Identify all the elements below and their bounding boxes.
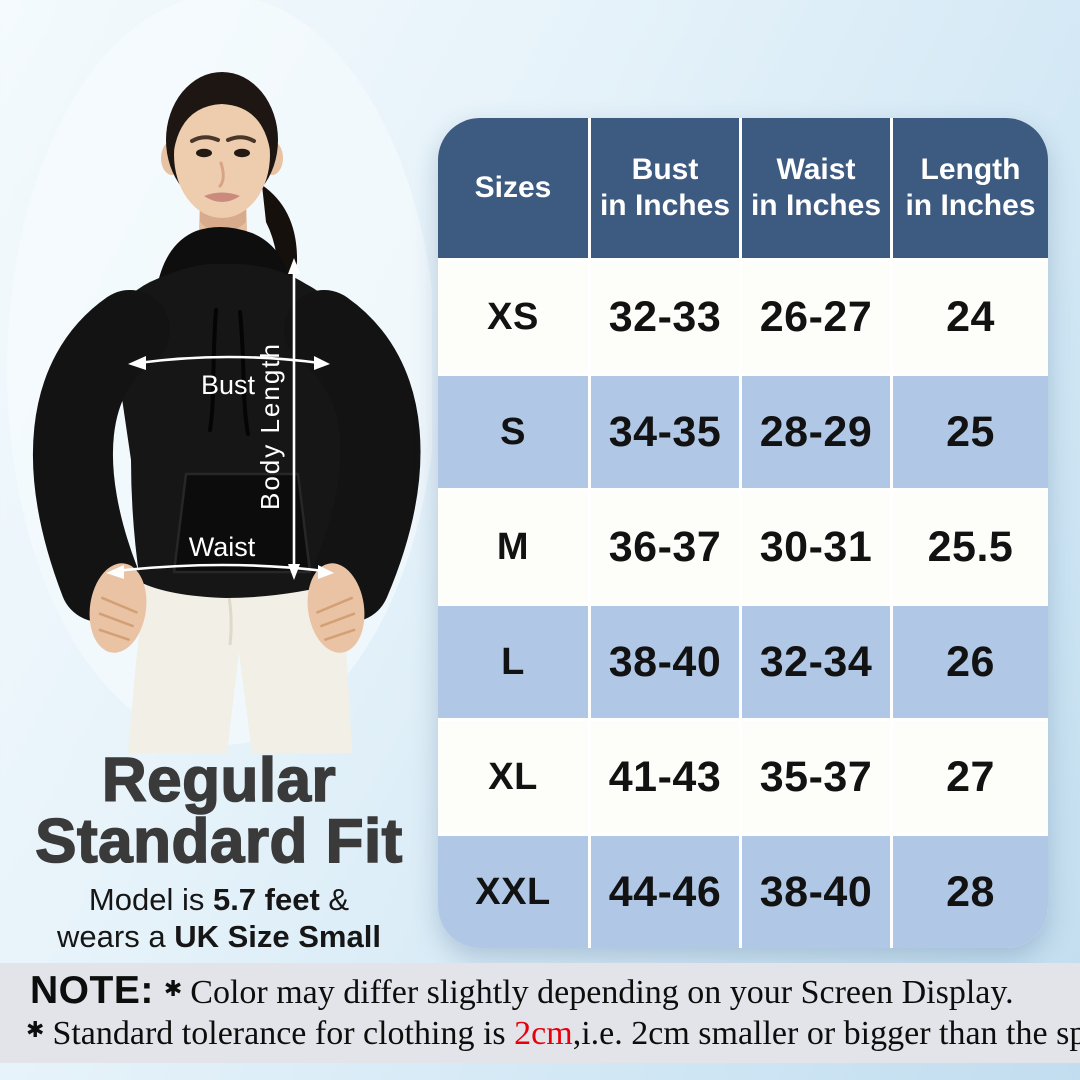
model-eye bbox=[196, 148, 212, 158]
table-cell: XS bbox=[438, 261, 588, 373]
model-eye bbox=[234, 148, 250, 158]
table-cell: 32-33 bbox=[591, 261, 739, 373]
model-size: UK Size Small bbox=[174, 919, 381, 954]
table-cell: 35-37 bbox=[742, 721, 890, 833]
waist-arrow-line bbox=[115, 563, 325, 573]
table-cell: XXL bbox=[438, 836, 588, 948]
table-cell: 44-46 bbox=[591, 836, 739, 948]
model-pants bbox=[128, 572, 352, 753]
table-cell: L bbox=[438, 606, 588, 718]
model-face bbox=[174, 92, 270, 218]
hoodie-pocket bbox=[172, 472, 312, 574]
model-neck-shadow bbox=[200, 206, 246, 233]
header-cell-bust: Bust in Inches bbox=[591, 118, 739, 258]
hoodie-drawstring bbox=[238, 310, 250, 436]
hoodie-sleeve-right bbox=[284, 290, 421, 622]
hoodie-drawstring bbox=[208, 308, 218, 432]
header-text: Waist bbox=[776, 153, 856, 186]
table-cell: 26 bbox=[893, 606, 1048, 718]
header-text: Sizes bbox=[474, 171, 552, 204]
table-cell: 41-43 bbox=[591, 721, 739, 833]
measurement-arrowheads bbox=[106, 258, 334, 580]
table-cell: 27 bbox=[893, 721, 1048, 833]
model-hairline bbox=[174, 88, 270, 150]
model-info-line2-prefix: wears a bbox=[57, 919, 175, 954]
header-subtext: in Inches bbox=[599, 189, 731, 222]
table-cell: 38-40 bbox=[742, 836, 890, 948]
bust-label: Bust bbox=[201, 370, 256, 400]
asterisk-icon: ✱ bbox=[163, 977, 183, 1002]
model-photo: Bust Waist Body Length bbox=[0, 0, 437, 760]
header-subtext: in Inches bbox=[905, 189, 1036, 222]
model-ponytail bbox=[262, 185, 298, 302]
table-cell: 28 bbox=[893, 836, 1048, 948]
table-cell: 25.5 bbox=[893, 491, 1048, 603]
table-cell: 28-29 bbox=[742, 376, 890, 488]
model-info-amp: & bbox=[319, 882, 350, 917]
header-cell-waist: Waist in Inches bbox=[742, 118, 890, 258]
table-cell: XL bbox=[438, 721, 588, 833]
table-cell: 26-27 bbox=[742, 261, 890, 373]
table-cell: 25 bbox=[893, 376, 1048, 488]
note-bar: NOTE: ✱ Color may differ slightly dependin… bbox=[0, 963, 1080, 1063]
model-height: 5.7 feet bbox=[212, 882, 320, 917]
table-cell: 38-40 bbox=[591, 606, 739, 718]
header-subtext: in Inches bbox=[750, 189, 882, 222]
model-eyebrow bbox=[190, 135, 220, 143]
note-line2-suffix: ,i.e. 2cm smaller or bigger than the spe… bbox=[572, 1015, 1080, 1052]
note-label: NOTE: bbox=[30, 969, 154, 1012]
header-text: Length bbox=[920, 153, 1021, 186]
asterisk-icon: ✱ bbox=[26, 1018, 45, 1043]
header-text: Bust bbox=[631, 153, 699, 186]
model-hand-right bbox=[307, 563, 365, 653]
fit-title-line2: Standard Fit bbox=[34, 807, 403, 876]
body-length-label: Body Length bbox=[255, 342, 285, 510]
header-cell-length: Length in Inches bbox=[893, 118, 1048, 258]
model-nose bbox=[218, 161, 225, 188]
model-info-prefix: Model is bbox=[88, 882, 213, 917]
model-eyebrow bbox=[226, 135, 256, 143]
header-cell-sizes: Sizes bbox=[438, 118, 588, 258]
size-chart-table: Sizes Bust in Inches Waist in Inches Lengt… bbox=[438, 118, 1048, 948]
model-info: Model is 5.7 feet & wears a UK Size Smal… bbox=[0, 881, 438, 955]
model-illustration: Bust Waist Body Length bbox=[7, 0, 437, 753]
measurement-overlay bbox=[115, 266, 325, 573]
table-cell: 30-31 bbox=[742, 491, 890, 603]
model-lips bbox=[204, 192, 240, 202]
note-line2-prefix: Standard tolerance for clothing is bbox=[52, 1015, 515, 1052]
note-line2: ✱ Standard tolerance for clothing is 2cm,… bbox=[24, 1015, 1080, 1053]
fit-title-line1: Regular bbox=[101, 746, 337, 815]
bust-arrow-line bbox=[137, 355, 321, 365]
table-cell: 36-37 bbox=[591, 491, 739, 603]
tolerance-value: 2cm bbox=[514, 1015, 573, 1052]
table-cell: 24 bbox=[893, 261, 1048, 373]
fit-info-block: Regular Standard Fit Model is 5.7 feet &… bbox=[0, 746, 438, 955]
table-cell: M bbox=[438, 491, 588, 603]
table-cell: 34-35 bbox=[591, 376, 739, 488]
waist-label: Waist bbox=[189, 532, 256, 562]
hoodie-sleeve-left bbox=[33, 290, 170, 622]
model-hand-left bbox=[89, 563, 147, 653]
note-line1: NOTE: ✱ Color may differ slightly dependin… bbox=[30, 969, 1014, 1013]
table-cell: S bbox=[438, 376, 588, 488]
note-line1-text: Color may differ slightly depending on y… bbox=[190, 974, 1014, 1011]
table-cell: 32-34 bbox=[742, 606, 890, 718]
